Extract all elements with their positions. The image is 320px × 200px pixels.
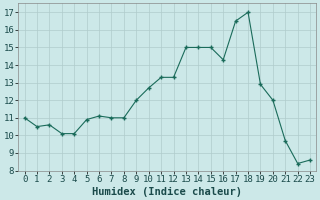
X-axis label: Humidex (Indice chaleur): Humidex (Indice chaleur)	[92, 186, 242, 197]
